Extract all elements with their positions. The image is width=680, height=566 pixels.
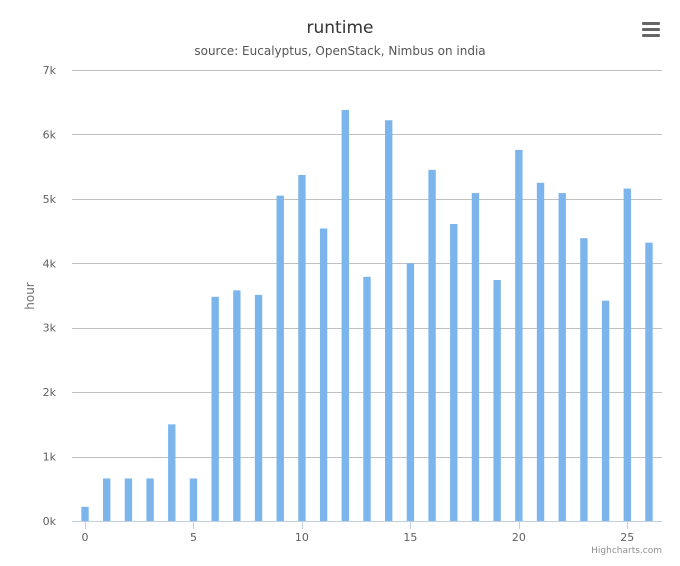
chart-title: runtime: [307, 18, 374, 38]
credits-link[interactable]: Highcharts.com: [591, 546, 662, 556]
bar[interactable]: [189, 478, 198, 521]
x-tick-label: 5: [190, 531, 197, 544]
y-tick-label: 1k: [43, 451, 57, 464]
x-tick-label: 15: [403, 531, 417, 544]
bar[interactable]: [233, 290, 241, 521]
bar[interactable]: [601, 300, 610, 521]
y-tick-label: 5k: [43, 193, 57, 206]
bar[interactable]: [319, 228, 328, 521]
x-tick-label: 0: [82, 531, 89, 544]
bar[interactable]: [623, 188, 631, 521]
bar[interactable]: [363, 276, 371, 521]
bar[interactable]: [276, 195, 284, 521]
bar[interactable]: [81, 506, 89, 521]
y-axis-label: hour: [23, 282, 37, 310]
y-tick-label: 7k: [43, 64, 57, 77]
x-tick-label: 20: [512, 531, 526, 544]
bar[interactable]: [103, 478, 111, 521]
bar[interactable]: [254, 294, 263, 521]
y-tick-label: 0k: [43, 515, 57, 528]
bar[interactable]: [536, 182, 545, 521]
x-tick-label: 10: [295, 531, 309, 544]
bar[interactable]: [406, 263, 415, 521]
bar[interactable]: [558, 193, 566, 521]
bar-series: [81, 109, 653, 522]
y-tick-label: 2k: [43, 386, 57, 399]
bar[interactable]: [385, 120, 393, 522]
bar[interactable]: [211, 296, 219, 521]
bar[interactable]: [645, 242, 653, 521]
y-axis: 0k 1k 2k 3k 4k 5k 6k 7k: [43, 64, 57, 528]
bar[interactable]: [515, 149, 523, 522]
bar[interactable]: [168, 424, 176, 521]
bar[interactable]: [450, 223, 458, 521]
bar[interactable]: [580, 238, 588, 521]
bar[interactable]: [471, 193, 480, 521]
bar[interactable]: [298, 175, 306, 522]
y-tick-label: 3k: [43, 322, 57, 335]
chart-subtitle: source: Eucalyptus, OpenStack, Nimbus on…: [194, 44, 485, 58]
bar[interactable]: [493, 280, 501, 521]
hamburger-menu-icon[interactable]: [636, 16, 666, 42]
y-tick-label: 6k: [43, 128, 57, 141]
bar[interactable]: [124, 478, 133, 521]
bar[interactable]: [146, 478, 154, 521]
y-tick-label: 4k: [43, 257, 57, 270]
x-tick-label: 25: [620, 531, 634, 544]
x-axis: 0 5 10 15 20 25: [72, 521, 662, 544]
bar[interactable]: [341, 109, 349, 522]
bar[interactable]: [428, 169, 436, 521]
